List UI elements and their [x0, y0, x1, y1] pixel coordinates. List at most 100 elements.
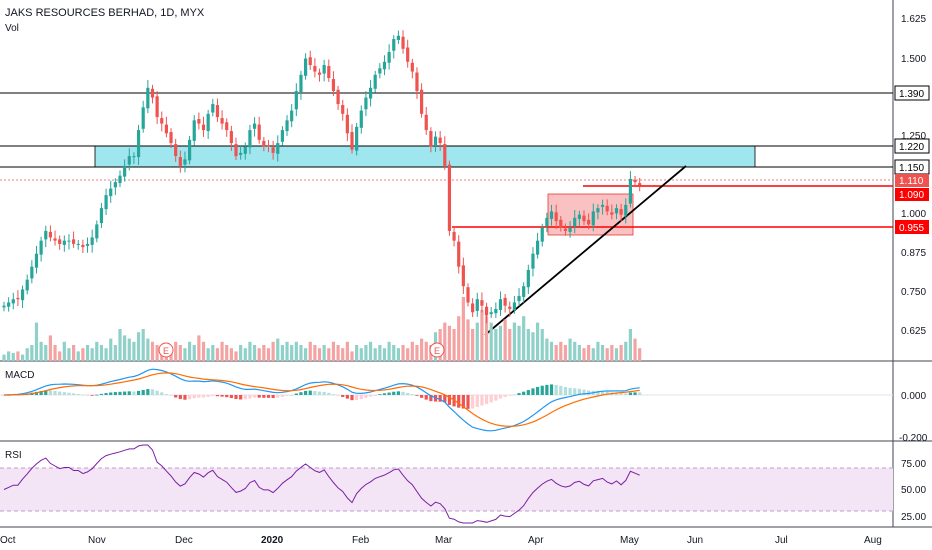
- macd-histogram-bar: [614, 392, 619, 395]
- macd-histogram-bar: [127, 391, 131, 395]
- candle-body: [554, 212, 558, 222]
- candle-body: [387, 52, 391, 63]
- macd-histogram-bar: [406, 392, 410, 395]
- volume-bar: [336, 345, 340, 361]
- volume-bar: [2, 354, 6, 361]
- candle-body: [401, 36, 405, 49]
- macd-tick: -0.200: [899, 433, 928, 444]
- macd-histogram-bar: [67, 392, 71, 395]
- volume-bar: [364, 345, 368, 361]
- candle-body: [461, 265, 465, 287]
- candle-body: [252, 123, 257, 129]
- svg-text:1.220: 1.220: [899, 142, 924, 153]
- volume-bar: [215, 348, 220, 361]
- level-label-1-390: 1.390: [894, 85, 930, 101]
- volume-bar: [457, 316, 461, 361]
- candle-body: [628, 178, 632, 204]
- candle-body: [508, 306, 512, 309]
- macd-histogram-bar: [39, 390, 43, 395]
- macd-histogram-bar: [58, 391, 62, 395]
- candle-body: [90, 237, 94, 245]
- volume-bar: [452, 329, 456, 361]
- macd-histogram-bar: [382, 393, 387, 395]
- volume-bar: [406, 348, 410, 361]
- candle-body: [206, 113, 210, 132]
- volume-bar: [188, 341, 192, 361]
- volume-bar: [239, 345, 243, 361]
- volume-bar: [276, 338, 280, 361]
- volume-bar: [178, 345, 182, 361]
- price-axis[interactable]: 1.625 1.500 1.250 1.000 0.875 0.750 0.62…: [901, 14, 926, 337]
- macd-histogram-bar: [531, 388, 535, 395]
- time-axis[interactable]: Oct Nov Dec 2020 Feb Mar Apr May Jun Jul…: [0, 535, 882, 546]
- macd-histogram-bar: [206, 395, 210, 397]
- earnings-marker-1[interactable]: E: [158, 342, 174, 358]
- candle-body: [44, 230, 48, 240]
- volume-bar: [503, 319, 507, 361]
- candle-body: [638, 183, 642, 186]
- rsi-label: RSI: [5, 450, 22, 461]
- earnings-marker-2[interactable]: E: [429, 342, 445, 358]
- volume-bar: [81, 348, 85, 361]
- candle-body: [215, 105, 220, 118]
- volume-bar: [109, 338, 113, 361]
- candle-body: [317, 72, 322, 75]
- candle-body: [76, 243, 80, 245]
- macd-histogram-bar: [109, 392, 113, 395]
- macd-histogram-bar: [252, 395, 257, 398]
- candle-body: [20, 289, 25, 301]
- macd-histogram-bar: [457, 395, 461, 408]
- volume-bar: [368, 341, 373, 361]
- candle-body: [582, 215, 586, 222]
- candle-body: [466, 287, 470, 303]
- candle-body: [188, 139, 192, 161]
- candle-body: [438, 137, 442, 144]
- volume-bar: [220, 341, 224, 361]
- candle-body: [146, 87, 150, 109]
- macd-histogram-bar: [95, 394, 99, 396]
- macd-histogram-bar: [378, 394, 382, 395]
- candle-body: [322, 65, 326, 74]
- candle-body: [587, 219, 591, 225]
- macd-histogram-bar: [34, 391, 39, 395]
- macd-histogram-bar: [480, 395, 484, 406]
- macd-histogram-bar: [150, 389, 155, 395]
- rsi-tick: 75.00: [901, 459, 926, 470]
- volume-bar: [614, 348, 619, 361]
- candle-body: [498, 299, 503, 310]
- candle-body: [113, 182, 117, 188]
- candle-body: [174, 144, 178, 157]
- macd-histogram-bar: [164, 394, 168, 395]
- volume-bar: [401, 345, 405, 361]
- candle-body: [484, 306, 489, 316]
- volume-bar: [34, 322, 39, 361]
- support-zone: [94, 145, 756, 168]
- candle-body: [573, 217, 577, 227]
- macd-histogram-bar: [392, 391, 396, 395]
- candle-body: [72, 239, 76, 244]
- macd-histogram-bar: [577, 388, 581, 395]
- macd-histogram-bar: [99, 393, 104, 395]
- macd-histogram-bar: [44, 390, 48, 395]
- volume-bar: [327, 348, 331, 361]
- candle-body: [619, 209, 623, 215]
- volume-bar: [72, 345, 76, 361]
- candle-body: [11, 299, 15, 304]
- macd-histogram-bar: [215, 395, 220, 397]
- macd-histogram-bar: [62, 392, 66, 395]
- volume-bar: [480, 309, 484, 361]
- candle-body: [225, 122, 229, 131]
- candle-body: [331, 79, 336, 92]
- volume-bar: [591, 348, 595, 361]
- volume-bar: [211, 345, 215, 361]
- macd-histogram-bar: [118, 391, 122, 395]
- candle-body: [526, 269, 530, 288]
- volume-bar: [252, 345, 257, 361]
- candle-body: [443, 144, 447, 166]
- macd-histogram-bar: [429, 395, 433, 402]
- candle-body: [392, 39, 396, 51]
- candle-body: [85, 243, 90, 246]
- macd-histogram-bar: [341, 395, 345, 398]
- candle-body: [471, 303, 475, 313]
